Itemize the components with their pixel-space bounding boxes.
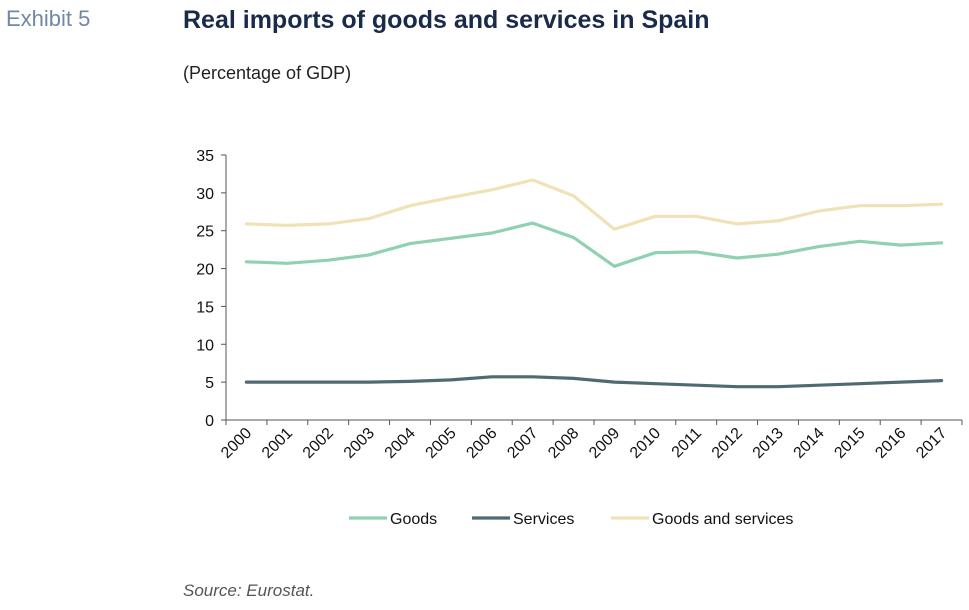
x-tick-label: 2014 bbox=[791, 425, 828, 462]
x-tick-label: 2000 bbox=[218, 425, 255, 462]
legend-label-goods: Goods bbox=[390, 511, 437, 528]
y-tick-label: 35 bbox=[196, 148, 214, 165]
x-tick-label: 2013 bbox=[750, 425, 787, 462]
x-tick-label: 2004 bbox=[382, 425, 419, 462]
x-tick-label: 2007 bbox=[504, 425, 541, 462]
y-tick-label: 30 bbox=[196, 186, 214, 203]
x-tick-label: 2009 bbox=[586, 425, 623, 462]
y-tick-label: 10 bbox=[196, 337, 214, 354]
legend-label-services: Services bbox=[513, 511, 574, 528]
y-tick-label: 15 bbox=[196, 299, 214, 316]
series-line-services bbox=[244, 375, 944, 389]
x-tick-label: 2008 bbox=[545, 425, 582, 462]
x-tick-label: 2001 bbox=[259, 425, 296, 462]
y-tick-label: 0 bbox=[205, 413, 214, 430]
source-note: Source: Eurostat. bbox=[183, 581, 315, 600]
chart-title: Real imports of goods and services in Sp… bbox=[183, 6, 710, 34]
y-tick-label: 20 bbox=[196, 262, 214, 279]
x-tick-label: 2012 bbox=[709, 425, 746, 462]
x-tick-label: 2015 bbox=[831, 425, 868, 462]
legend-label-goods-and-services: Goods and services bbox=[652, 511, 793, 528]
series-line-goods bbox=[244, 221, 944, 268]
exhibit-label: Exhibit 5 bbox=[6, 6, 91, 31]
x-tick-label: 2010 bbox=[627, 425, 664, 462]
x-tick-label: 2016 bbox=[872, 425, 909, 462]
x-tick-label: 2017 bbox=[913, 425, 950, 462]
x-tick-label: 2003 bbox=[341, 425, 378, 462]
chart-subtitle: (Percentage of GDP) bbox=[183, 63, 352, 83]
x-tick-label: 2005 bbox=[423, 425, 460, 462]
x-tick-label: 2002 bbox=[300, 425, 337, 462]
y-tick-label: 25 bbox=[196, 224, 214, 241]
y-tick-label: 5 bbox=[205, 375, 214, 392]
series-line-goods-and-services bbox=[244, 178, 944, 231]
x-tick-label: 2006 bbox=[463, 425, 500, 462]
x-tick-label: 2011 bbox=[669, 425, 705, 461]
